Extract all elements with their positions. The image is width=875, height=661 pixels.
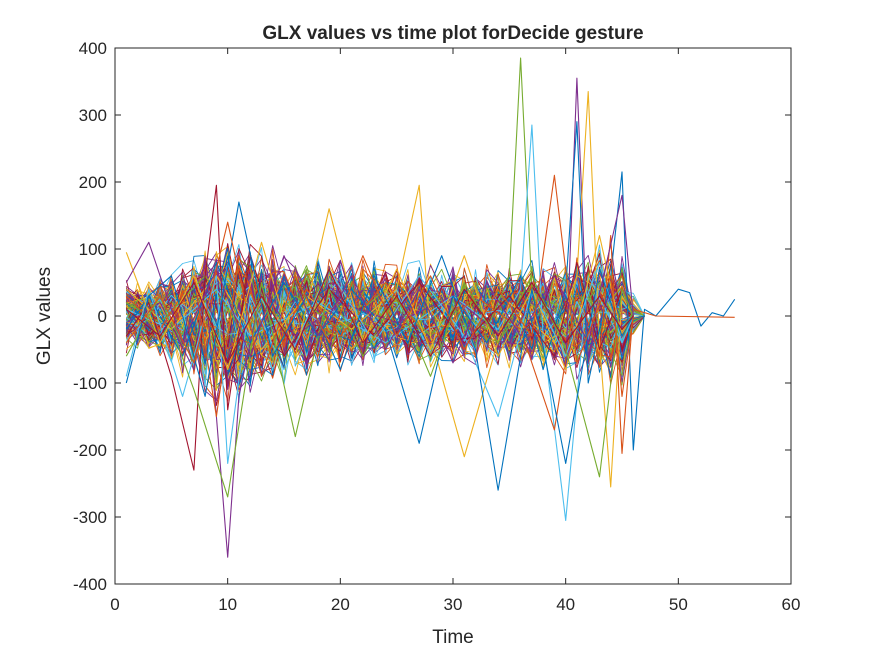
x-tick-label: 40 xyxy=(556,595,575,614)
y-tick-label: -300 xyxy=(73,508,107,527)
series-line xyxy=(125,208,634,371)
series-line xyxy=(125,201,634,491)
x-tick-label: 20 xyxy=(331,595,350,614)
y-tick-label: 200 xyxy=(79,173,107,192)
series-line xyxy=(126,124,634,521)
series-line xyxy=(125,174,634,397)
x-ticks: 0 10 20 30 40 50 60 xyxy=(110,48,800,614)
x-tick-label: 0 xyxy=(110,595,119,614)
series-line xyxy=(126,258,623,362)
chart-title: GLX values vs time plot forDecide gestur… xyxy=(262,23,643,44)
y-tick-label: -200 xyxy=(73,441,107,460)
series-line xyxy=(126,263,634,356)
y-tick-label: -100 xyxy=(73,374,107,393)
y-tick-label: -400 xyxy=(73,575,107,594)
x-tick-label: 10 xyxy=(218,595,237,614)
y-tick-label: 0 xyxy=(98,307,107,326)
x-tick-label: 50 xyxy=(669,595,688,614)
x-tick-label: 60 xyxy=(782,595,801,614)
y-tick-label: 400 xyxy=(79,39,107,58)
plot-area xyxy=(115,48,791,584)
y-axis-label: GLX values xyxy=(34,267,55,365)
series-line xyxy=(125,194,634,364)
series-line xyxy=(125,91,634,488)
series-line xyxy=(125,275,645,367)
series-line xyxy=(125,121,736,451)
y-tick-label: 300 xyxy=(79,106,107,125)
series-line xyxy=(125,268,634,364)
y-ticks: -400 -300 -200 -100 0 100 200 300 400 xyxy=(73,39,791,594)
series-line xyxy=(126,243,623,362)
series-line xyxy=(125,235,735,454)
y-tick-label: 100 xyxy=(79,240,107,259)
x-tick-label: 30 xyxy=(444,595,463,614)
x-axis-label: Time xyxy=(432,627,474,648)
series-lines xyxy=(125,57,736,558)
